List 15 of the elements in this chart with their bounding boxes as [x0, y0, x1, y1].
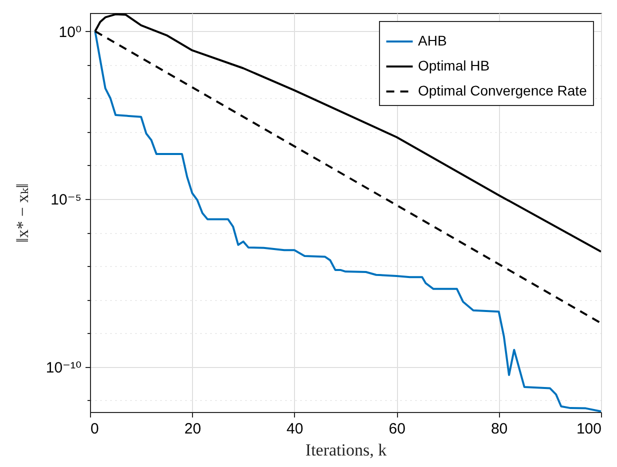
y-axis-title: ‖x* − xₖ‖	[12, 183, 32, 243]
x-tick-label: 100	[576, 420, 602, 438]
x-tick-label: 80	[490, 420, 508, 438]
legend-label: AHB	[418, 32, 447, 48]
line-series	[94, 30, 601, 412]
y-tick-label: 10⁻⁵	[50, 192, 82, 209]
x-tick-label: 40	[286, 420, 304, 438]
x-tick-label: 20	[184, 420, 202, 438]
y-tick-label: 10⁻¹⁰	[46, 359, 82, 376]
x-tick-label: 0	[90, 420, 99, 438]
x-axis-title: Iterations, k	[305, 440, 388, 460]
legend-label: Optimal Convergence Rate	[418, 82, 588, 98]
x-tick-label: 60	[388, 420, 406, 438]
legend-label: Optimal HB	[418, 58, 490, 74]
y-tick-label: 10⁰	[58, 24, 82, 41]
